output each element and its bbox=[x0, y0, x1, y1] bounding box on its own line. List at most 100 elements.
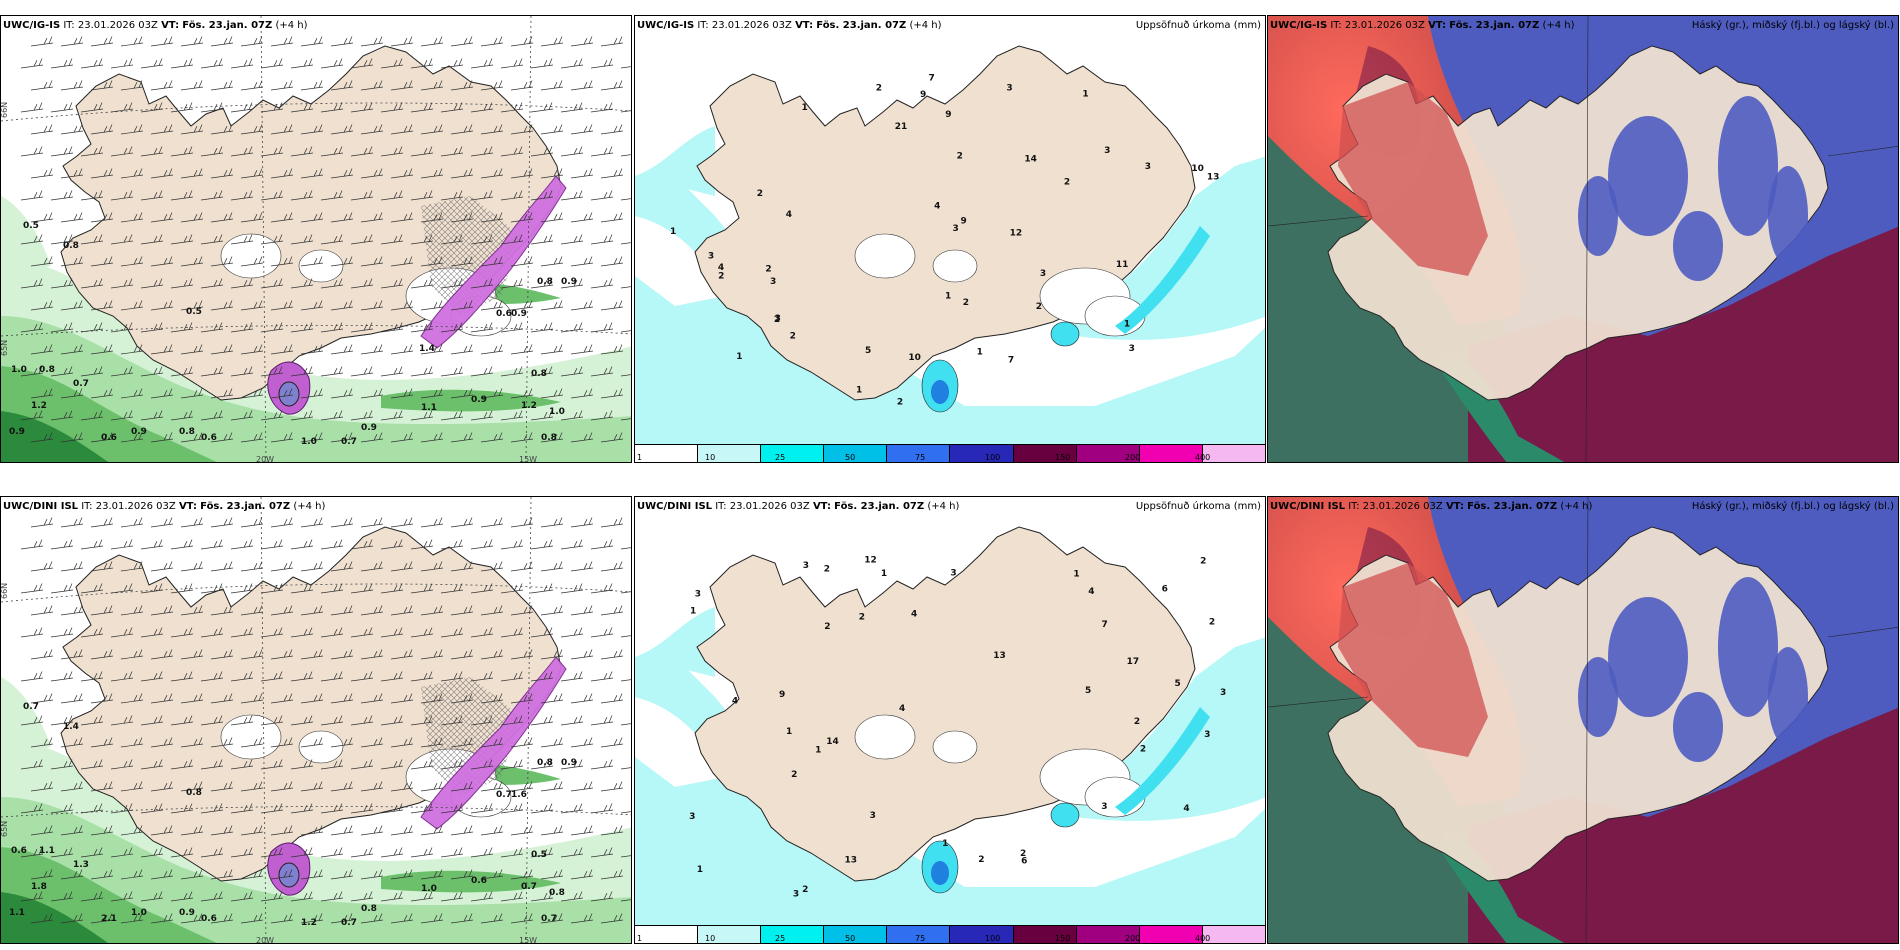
precip-value: 12 bbox=[1010, 229, 1023, 239]
colorbar-label: 100 bbox=[985, 453, 1001, 462]
colorbar-segment bbox=[1076, 445, 1140, 462]
map-canvas bbox=[1268, 16, 1898, 462]
colorbar-segment bbox=[1202, 445, 1265, 462]
precip-value: 2 bbox=[963, 298, 969, 308]
precip-value: 6 bbox=[1162, 585, 1168, 595]
wind-value: 0.6 bbox=[201, 433, 217, 443]
colorbar-segment bbox=[1202, 926, 1265, 943]
valid-time: Fös. 23.jan. 07Z bbox=[200, 501, 291, 512]
colorbar-label: 100 bbox=[985, 934, 1001, 943]
precip-map-panel: UWC/DINI ISL IT: 23.01.2026 03Z VT: Fös.… bbox=[634, 496, 1266, 944]
precip-value: 6 bbox=[1021, 856, 1027, 866]
wind-value: 0.8 bbox=[186, 788, 202, 798]
panel-title: UWC/IG-IS IT: 23.01.2026 03Z VT: Fös. 23… bbox=[1270, 20, 1575, 31]
vt-label: VT: bbox=[1445, 501, 1464, 512]
wind-value: 0.6 bbox=[496, 309, 512, 319]
wind-value: 1.2 bbox=[301, 918, 317, 928]
vt-label: VT: bbox=[1428, 20, 1447, 31]
precip-value: 3 bbox=[689, 812, 695, 822]
lon-label: 15W bbox=[519, 936, 537, 944]
precip-value: 4 bbox=[934, 202, 940, 212]
precip-value: 2 bbox=[897, 397, 903, 407]
precip-value: 3 bbox=[793, 890, 799, 900]
precip-value: 1 bbox=[1073, 569, 1079, 579]
precip-colorbar bbox=[635, 925, 1265, 943]
wind-value: 2.1 bbox=[101, 914, 117, 924]
colorbar-segment bbox=[698, 926, 762, 943]
colorbar-segment bbox=[1139, 445, 1203, 462]
wind-map-panel: UWC/IG-IS IT: 23.01.2026 03Z VT: Fös. 23… bbox=[0, 15, 632, 463]
wind-value: 0.7 bbox=[341, 918, 357, 928]
colorbar-segment bbox=[761, 926, 825, 943]
precip-colorbar bbox=[635, 444, 1265, 462]
panel-title: UWC/DINI ISL IT: 23.01.2026 03Z VT: Fös.… bbox=[3, 501, 325, 512]
precip-value: 4 bbox=[1088, 587, 1094, 597]
precip-value: 2 bbox=[957, 151, 963, 161]
precip-value: 2 bbox=[802, 885, 808, 895]
precip-value: 3 bbox=[1101, 802, 1107, 812]
wind-value: 0.6 bbox=[101, 433, 117, 443]
precip-value: 21 bbox=[895, 122, 908, 132]
precip-value: 2 bbox=[1209, 617, 1215, 627]
wind-value: 0.9 bbox=[561, 758, 577, 768]
precip-value: 3 bbox=[1104, 146, 1110, 156]
wind-value: 0.6 bbox=[471, 876, 487, 886]
wind-value: 1.1 bbox=[39, 846, 55, 856]
model-name: UWC/DINI ISL bbox=[637, 501, 713, 512]
wind-precip-shading bbox=[1, 677, 631, 943]
init-time: 23.01.2026 03Z bbox=[77, 20, 158, 31]
map-canvas: 1113243332372322312179219454323221112101… bbox=[635, 45, 1265, 462]
precip-value: 1 bbox=[856, 386, 862, 396]
precip-value: 1 bbox=[977, 347, 983, 357]
wind-barbs bbox=[20, 517, 631, 924]
wind-value: 0.8 bbox=[541, 433, 557, 443]
wind-value: 0.9 bbox=[561, 277, 577, 287]
wind-value: 0.7 bbox=[521, 882, 537, 892]
panel-title: UWC/DINI ISL IT: 23.01.2026 03Z VT: Fös.… bbox=[1270, 501, 1592, 512]
wind-value: 1.0 bbox=[301, 437, 317, 447]
valid-time: Fös. 23.jan. 07Z bbox=[816, 20, 907, 31]
precip-value: 10 bbox=[908, 353, 921, 363]
lon-label: 20W bbox=[256, 455, 274, 463]
precip-value: 3 bbox=[1129, 344, 1135, 354]
precip-map-panel: UWC/IG-IS IT: 23.01.2026 03Z VT: Fös. 23… bbox=[634, 15, 1266, 463]
wind-value: 0.7 bbox=[341, 437, 357, 447]
valid-time: Fös. 23.jan. 07Z bbox=[182, 20, 273, 31]
colorbar-segment bbox=[887, 445, 951, 462]
model-name: UWC/DINI ISL bbox=[3, 501, 79, 512]
model-name: UWC/IG-IS bbox=[1270, 20, 1328, 31]
precip-value: 3 bbox=[1145, 162, 1151, 172]
map-canvas: 66N 65N 20W 15W 0.7 1.4 0.8 0.6 1.1 1.3 1.8 1.0 0.9 1… bbox=[1, 497, 631, 944]
precip-value: 14 bbox=[1024, 154, 1037, 164]
wind-value: 0.8 bbox=[179, 427, 195, 437]
lat-label: 66N bbox=[1, 583, 9, 599]
colorbar-label: 10 bbox=[705, 934, 716, 943]
model-name: UWC/DINI ISL bbox=[1270, 501, 1346, 512]
model-name: UWC/IG-IS bbox=[3, 20, 61, 31]
wind-value: 0.9 bbox=[9, 427, 25, 437]
wind-value: 0.5 bbox=[23, 221, 39, 231]
wind-value: 1.6 bbox=[511, 790, 527, 800]
precip-value: 1 bbox=[690, 607, 696, 617]
wind-value: 1.1 bbox=[421, 403, 437, 413]
precip-value: 3 bbox=[950, 568, 956, 578]
lat-label: 65N bbox=[1, 821, 9, 837]
wind-value: 0.7 bbox=[496, 790, 512, 800]
precip-value: 3 bbox=[1204, 730, 1210, 740]
it-label: IT: bbox=[697, 20, 709, 31]
map-canvas: 2123312215114233233663244174332421213127… bbox=[635, 526, 1265, 943]
precip-value: 2 bbox=[1020, 849, 1026, 859]
wind-value: 1.4 bbox=[419, 344, 435, 354]
init-time: 23.01.2026 03Z bbox=[95, 501, 176, 512]
wind-value: 0.9 bbox=[361, 423, 377, 433]
lon-label: 20W bbox=[256, 936, 274, 944]
precip-value: 11 bbox=[1116, 260, 1129, 270]
precip-value: 7 bbox=[928, 74, 934, 84]
precip-value: 2 bbox=[765, 264, 771, 274]
precip-value: 2 bbox=[1200, 557, 1206, 567]
cloud-map-panel: UWC/DINI ISL IT: 23.01.2026 03Z VT: Fös.… bbox=[1267, 496, 1899, 944]
colorbar-label: 25 bbox=[775, 934, 786, 943]
panel-field-label: Háský (gr.), miðský (fj.bl.) og lágský (… bbox=[1691, 501, 1894, 512]
it-label: IT: bbox=[1330, 20, 1342, 31]
precip-value: 5 bbox=[865, 346, 871, 356]
